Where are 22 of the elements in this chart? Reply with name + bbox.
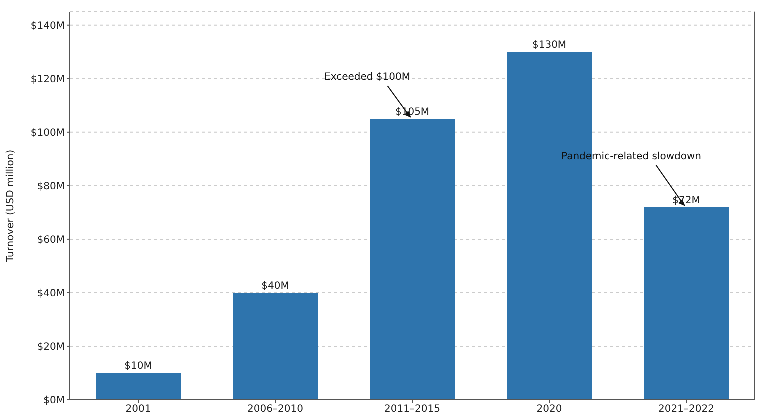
x-tick-label: 2001 [126, 404, 152, 416]
bar [370, 119, 456, 400]
data-label: $40M [262, 280, 290, 292]
y-tick-label: $40M [37, 288, 65, 300]
data-label: $130M [532, 40, 567, 52]
y-tick-label: $0M [44, 396, 65, 407]
y-axis-title: Turnover (USD million) [6, 150, 17, 264]
y-tick-label: $100M [30, 128, 65, 139]
bar [96, 373, 182, 400]
y-tick-label: $120M [30, 74, 65, 86]
bar [644, 207, 730, 400]
y-tick-label: $140M [30, 20, 65, 32]
x-tick-label: 2006–2010 [248, 404, 304, 416]
y-tick-label: $20M [37, 342, 65, 354]
bar [233, 292, 318, 400]
y-tick-label: $80M [37, 181, 65, 192]
x-tick-label: 2011–2015 [384, 404, 440, 416]
annotation: Exceeded $100M [324, 72, 410, 84]
x-tick-label: 2021–2022 [658, 404, 714, 416]
y-tick-label: $60M [37, 235, 65, 246]
x-tick-label: 2020 [536, 404, 562, 416]
data-label: $10M [124, 361, 152, 372]
